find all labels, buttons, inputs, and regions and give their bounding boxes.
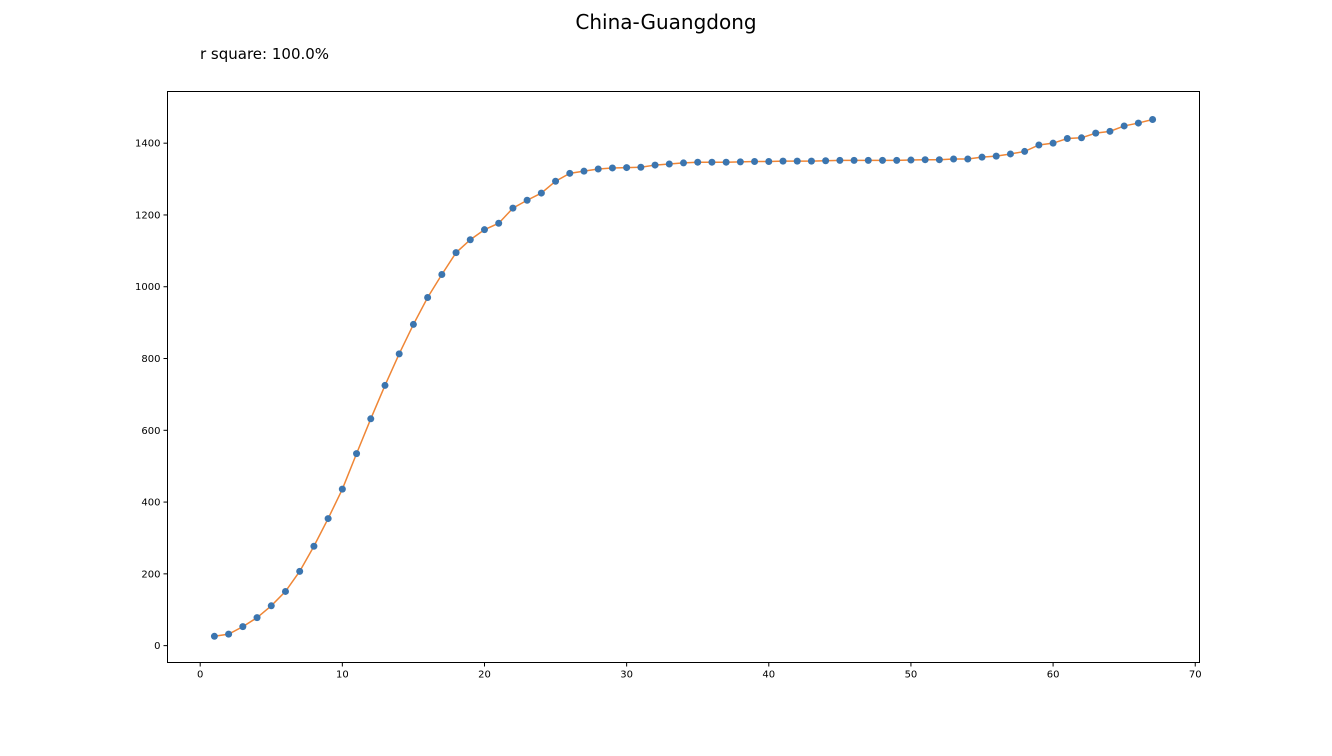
data-point [907, 156, 915, 164]
data-point [1149, 115, 1157, 123]
data-point [879, 156, 887, 164]
data-point [353, 450, 361, 458]
data-point [1134, 119, 1142, 127]
data-point [665, 160, 673, 168]
data-point [381, 381, 389, 389]
data-point [537, 189, 545, 197]
data-point [751, 157, 759, 165]
data-point [608, 164, 616, 172]
data-point [1006, 150, 1014, 158]
data-point [1106, 127, 1114, 135]
data-point [452, 249, 460, 257]
y-tick-label: 400 [141, 498, 160, 509]
data-point [281, 587, 289, 595]
data-point [680, 159, 687, 167]
x-tick-label: 10 [336, 670, 349, 681]
data-point [1120, 122, 1128, 130]
data-point [594, 165, 602, 173]
y-axis: 0 200 400 600 800 1000 1200 1400 [135, 139, 168, 652]
y-tick-label: 600 [141, 426, 160, 437]
data-point [1078, 134, 1086, 142]
y-tick-label: 1000 [135, 282, 160, 293]
data-point [1063, 135, 1071, 143]
x-tick-label: 20 [478, 670, 491, 681]
data-point [836, 156, 844, 164]
x-tick-label: 30 [620, 670, 633, 681]
data-point [552, 177, 560, 185]
fit-line [214, 118, 1153, 638]
x-tick-label: 0 [197, 670, 203, 681]
data-point [807, 157, 815, 165]
data-point [395, 350, 403, 358]
data-point [1035, 141, 1043, 149]
data-point [964, 155, 972, 163]
data-point [893, 156, 901, 164]
y-tick-label: 800 [141, 354, 160, 365]
data-point [466, 236, 474, 244]
data-point [424, 294, 432, 302]
data-point [950, 155, 958, 163]
data-point [253, 614, 261, 622]
data-point [850, 156, 858, 164]
y-tick-label: 1400 [135, 139, 160, 150]
plot-frame [167, 91, 1200, 663]
data-point [736, 158, 744, 166]
data-point [779, 157, 787, 165]
data-point [210, 632, 218, 640]
data-point [310, 542, 318, 550]
x-tick-label: 50 [905, 670, 918, 681]
chart-title: China-Guangdong [575, 10, 757, 34]
data-point [409, 320, 417, 328]
data-point [566, 169, 574, 177]
data-point [438, 271, 446, 279]
y-tick-label: 200 [141, 569, 160, 580]
data-point [822, 157, 830, 165]
data-point [651, 161, 659, 169]
x-axis: 0 10 20 30 40 50 60 70 [197, 662, 1202, 681]
data-point [921, 156, 929, 164]
data-point [623, 164, 631, 172]
data-point [580, 167, 588, 175]
y-tick-label: 0 [154, 641, 160, 652]
y-tick-label: 1200 [135, 210, 160, 221]
data-point [367, 415, 375, 423]
data-point [1049, 139, 1057, 147]
data-point [637, 163, 645, 171]
data-point [978, 153, 986, 161]
data-point [1092, 129, 1100, 137]
data-point [1021, 147, 1029, 155]
data-point [324, 515, 332, 523]
data-point [864, 156, 872, 164]
data-point [296, 567, 304, 575]
data-point [267, 602, 275, 610]
data-point [694, 158, 702, 166]
data-point [495, 219, 503, 227]
data-point [239, 623, 247, 631]
data-point [225, 630, 233, 638]
data-point [793, 157, 801, 165]
data-point [992, 152, 1000, 160]
data-point [523, 196, 531, 204]
data-point [708, 158, 716, 166]
series-points [210, 115, 1157, 640]
chart-subtitle: r square: 100.0% [200, 45, 330, 63]
data-point [722, 158, 730, 166]
data-point [480, 226, 488, 234]
data-point [765, 157, 773, 165]
x-tick-label: 40 [762, 670, 775, 681]
data-point [509, 204, 517, 212]
x-tick-label: 60 [1047, 670, 1060, 681]
x-tick-label: 70 [1189, 670, 1202, 681]
data-point [338, 485, 346, 493]
data-point [935, 156, 943, 164]
series-lines [214, 118, 1153, 638]
